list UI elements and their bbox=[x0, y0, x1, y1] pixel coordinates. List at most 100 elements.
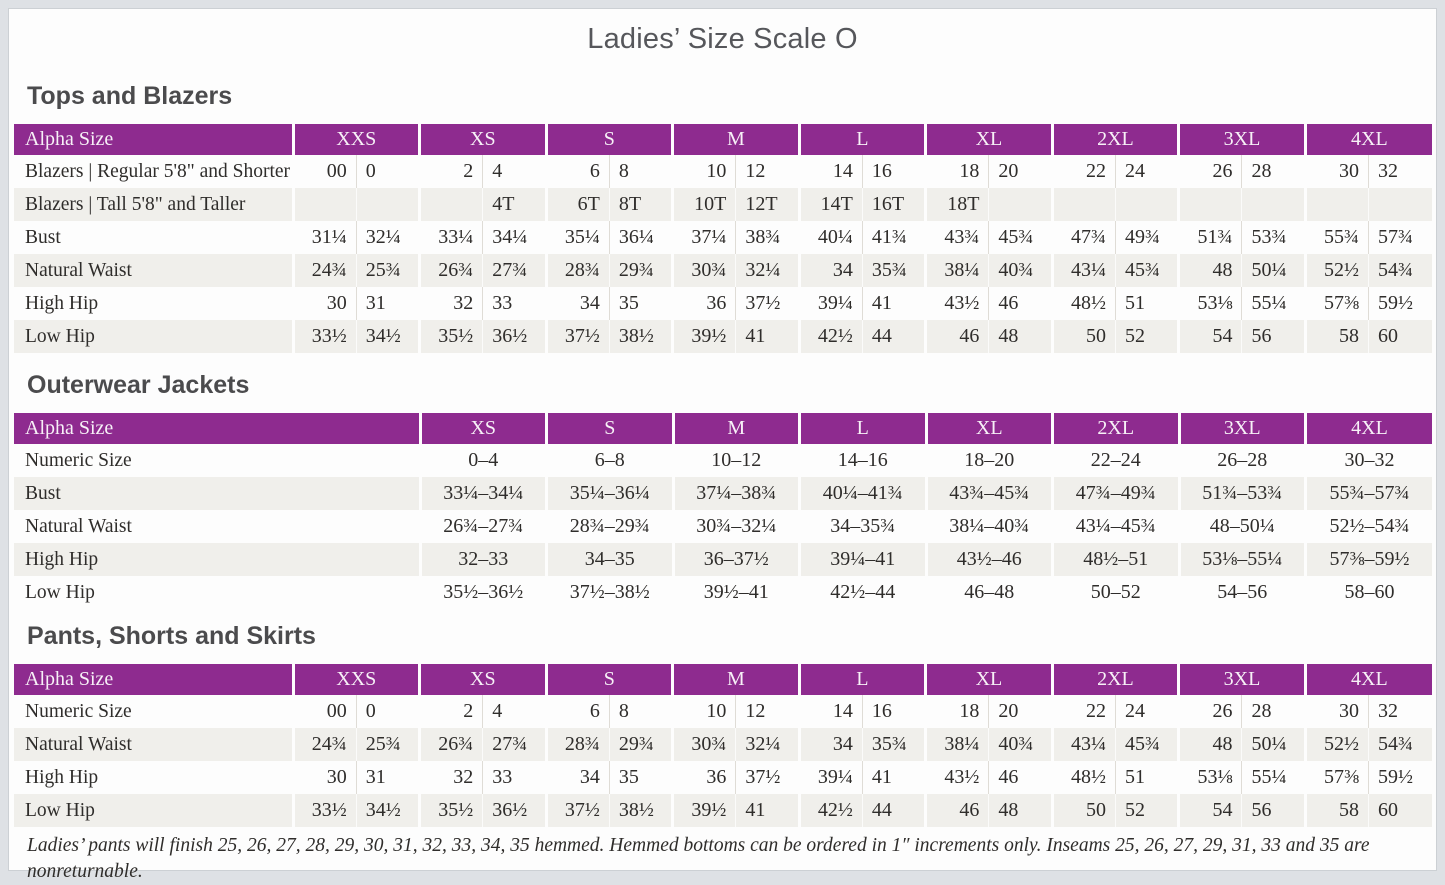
size-cell: 35 bbox=[608, 287, 673, 320]
size-cell: 42½–44 bbox=[798, 576, 926, 609]
size-cell: 0 bbox=[355, 155, 420, 188]
size-cell: 58–60 bbox=[1304, 576, 1432, 609]
size-cell: 38½ bbox=[608, 794, 673, 827]
row-label: Bust bbox=[14, 477, 420, 510]
size-cell: 54–56 bbox=[1177, 576, 1306, 609]
size-cell: 14 bbox=[797, 155, 863, 188]
table-row: High Hip 32–33 34–35 36–37½ 39¼–41 43½–46 48½–… bbox=[14, 543, 1432, 576]
size-cell: 24¾ bbox=[291, 254, 357, 287]
size-cell: 27¾ bbox=[482, 728, 547, 761]
size-cell: 8 bbox=[608, 155, 673, 188]
size-cell: 43½ bbox=[924, 287, 989, 320]
size-cell: 50¼ bbox=[1241, 728, 1306, 761]
section-pants-shorts-skirts: Pants, Shorts and Skirts Alpha Size XXS XS S… bbox=[14, 621, 1432, 827]
size-cell: 28¾–29¾ bbox=[545, 510, 673, 543]
size-cell: 37½–38½ bbox=[545, 576, 673, 609]
size-cell: 33½ bbox=[291, 794, 357, 827]
size-cell: 58 bbox=[1303, 320, 1369, 353]
size-cell: 36½ bbox=[482, 794, 547, 827]
size-cell: 34 bbox=[544, 287, 610, 320]
size-cell: 37¼ bbox=[671, 221, 736, 254]
size-cell: 2 bbox=[418, 155, 483, 188]
size-cell: 39¼ bbox=[797, 761, 863, 794]
size-cell: 32–33 bbox=[418, 543, 547, 576]
row-label: Low Hip bbox=[14, 794, 293, 827]
size-cell: 37½ bbox=[544, 320, 610, 353]
size-cell: 36¼ bbox=[608, 221, 673, 254]
row-label: High Hip bbox=[25, 766, 99, 788]
size-cell: 60 bbox=[1368, 320, 1432, 353]
header-row: Alpha Size XXS XS S M L XL 2XL 3XL 4XL bbox=[14, 664, 1432, 695]
table-row: Bust 31¼ 32¼ 33¼ 34¼ 35¼ 36¼ 37¼ 38¾ 40¼ 41¾ 43¾ 45¾… bbox=[14, 221, 1432, 254]
size-cell: 43¼ bbox=[1050, 254, 1116, 287]
column-header-3xl: 3XL bbox=[1177, 413, 1306, 444]
size-cell: 54 bbox=[1177, 320, 1242, 353]
size-cell: 44 bbox=[861, 320, 926, 353]
size-cell: 0 bbox=[355, 695, 420, 728]
size-cell: 35 bbox=[608, 761, 673, 794]
size-cell: 35¾ bbox=[861, 254, 926, 287]
size-cell: 18 bbox=[924, 695, 989, 728]
size-cell: 46 bbox=[988, 761, 1053, 794]
size-cell: 26¾ bbox=[418, 254, 483, 287]
size-cell: 4T bbox=[482, 188, 547, 221]
size-cell: 18T bbox=[924, 188, 989, 221]
size-cell: 46–48 bbox=[924, 576, 1053, 609]
size-cell: 41 bbox=[861, 287, 926, 320]
column-header-2xl: 2XL bbox=[1050, 664, 1179, 695]
size-cell: 55¾–57¾ bbox=[1304, 477, 1432, 510]
size-cell: 53⅛ bbox=[1177, 287, 1242, 320]
column-header-xl: XL bbox=[924, 664, 1053, 695]
size-cell: 30 bbox=[291, 287, 357, 320]
size-table-outerwear-jackets: Alpha Size XS S M L XL 2XL 3XL 4XL Numeric Size 0–… bbox=[14, 413, 1432, 609]
size-cell: 16 bbox=[861, 695, 926, 728]
size-cell: 24 bbox=[1114, 695, 1179, 728]
column-header-l: L bbox=[797, 124, 926, 155]
size-cell: 38½ bbox=[608, 320, 673, 353]
size-cell: 53¾ bbox=[1241, 221, 1306, 254]
size-cell: 55¼ bbox=[1241, 761, 1306, 794]
size-cell: 51 bbox=[1114, 287, 1179, 320]
column-header-s: S bbox=[544, 664, 673, 695]
column-header-3xl: 3XL bbox=[1177, 664, 1306, 695]
size-cell: 60 bbox=[1368, 794, 1432, 827]
column-header-xl: XL bbox=[924, 413, 1053, 444]
size-cell: 34 bbox=[544, 761, 610, 794]
column-header-m: M bbox=[671, 413, 800, 444]
table-row: Natural Waist 24¾ 25¾ 26¾ 27¾ 28¾ 29¾ 30¾ 32¼ 34 3… bbox=[14, 254, 1432, 287]
size-cell: 50 bbox=[1050, 320, 1116, 353]
size-cell: 31¼ bbox=[291, 221, 357, 254]
size-cell: 35¼ bbox=[544, 221, 610, 254]
size-cell: 27¾ bbox=[482, 254, 547, 287]
size-cell: 52½ bbox=[1303, 728, 1369, 761]
size-cell: 53⅛–55¼ bbox=[1177, 543, 1306, 576]
size-cell: 34–35 bbox=[545, 543, 673, 576]
size-cell: 16 bbox=[861, 155, 926, 188]
size-cell: 8T bbox=[608, 188, 673, 221]
size-cell: 18–20 bbox=[924, 444, 1053, 477]
row-label: Natural Waist bbox=[25, 515, 132, 537]
size-cell bbox=[1177, 188, 1242, 221]
size-cell: 2 bbox=[418, 695, 483, 728]
size-cell: 32 bbox=[1368, 155, 1432, 188]
size-cell: 46 bbox=[924, 794, 989, 827]
size-cell: 33¼–34¼ bbox=[418, 477, 547, 510]
size-cell: 36½ bbox=[482, 320, 547, 353]
column-header-3xl: 3XL bbox=[1177, 124, 1306, 155]
size-cell bbox=[1368, 188, 1432, 221]
section-title-pants-shorts-skirts: Pants, Shorts and Skirts bbox=[27, 622, 316, 650]
column-header-s: S bbox=[544, 124, 673, 155]
size-cell: 50–52 bbox=[1051, 576, 1179, 609]
size-cell: 40¾ bbox=[988, 254, 1053, 287]
size-cell bbox=[1241, 188, 1306, 221]
size-cell: 25¾ bbox=[355, 728, 420, 761]
size-cell: 30¾–32¼ bbox=[671, 510, 800, 543]
size-cell: 43¾ bbox=[924, 221, 989, 254]
row-label: Numeric Size bbox=[25, 700, 132, 722]
table-row: High Hip 30 31 32 33 34 35 36 37½ 39¼ 41 43½ 46 48½ 51… bbox=[14, 287, 1432, 320]
size-cell: 20 bbox=[988, 695, 1053, 728]
size-table-pants-shorts-skirts: Alpha Size XXS XS S M L XL 2XL 3XL 4XL Numeric Siz… bbox=[14, 664, 1432, 827]
column-header-2xl: 2XL bbox=[1051, 413, 1179, 444]
size-cell: 57¾ bbox=[1368, 221, 1432, 254]
row-label: Bust bbox=[25, 226, 61, 248]
